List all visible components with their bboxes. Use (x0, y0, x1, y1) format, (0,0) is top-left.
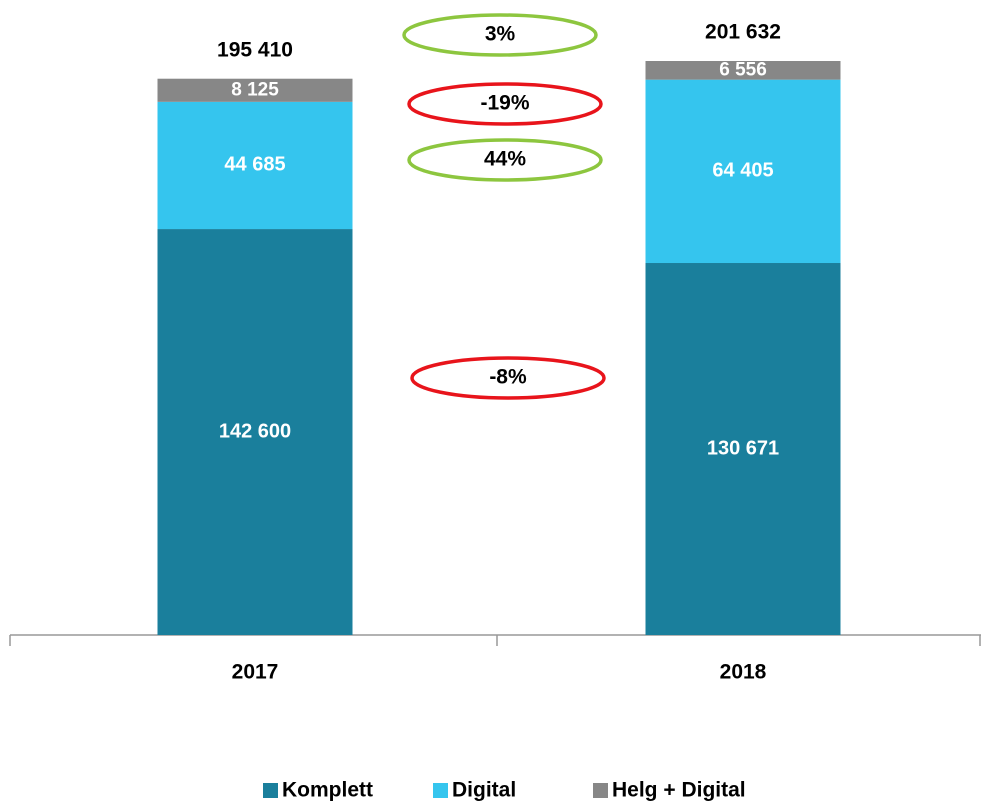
bar-segment (645, 263, 841, 635)
total-label: 201 632 (705, 21, 781, 44)
data-label: 8 125 (231, 79, 279, 100)
bar-segment (157, 78, 353, 102)
bar-segment (645, 79, 841, 264)
annotation-ellipse (407, 138, 603, 182)
annotation-ellipse (407, 82, 603, 126)
annotation-ellipse (402, 13, 598, 57)
legend-label: Helg + Digital (612, 779, 746, 802)
total-label: 195 410 (217, 38, 293, 61)
bar-segment (157, 229, 353, 636)
data-label: 44 685 (224, 154, 285, 176)
legend-label: Digital (452, 779, 516, 802)
legend-swatch (263, 783, 278, 798)
legend-swatch (593, 783, 608, 798)
bar-segment (157, 101, 353, 230)
annotation: 3% (485, 23, 516, 46)
annotation: -19% (480, 92, 529, 115)
bar-segment (645, 61, 841, 80)
legend-swatch (433, 783, 448, 798)
annotation: 44% (484, 148, 526, 171)
annotation-ellipse (410, 356, 606, 400)
data-label: 64 405 (712, 160, 773, 182)
x-tick-label: 2017 (232, 661, 279, 684)
data-label: 6 556 (719, 59, 767, 80)
data-label: 142 600 (219, 420, 291, 442)
legend-label: Komplett (282, 779, 373, 802)
data-label: 130 671 (707, 437, 779, 459)
annotation: -8% (489, 366, 527, 389)
x-tick-label: 2018 (720, 661, 767, 684)
